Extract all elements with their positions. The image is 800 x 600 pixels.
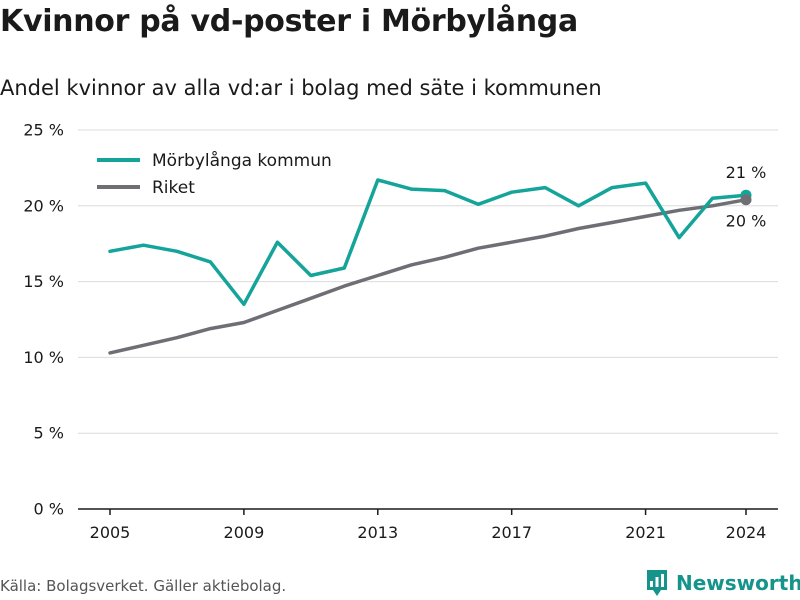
end-marker-national [740, 194, 752, 206]
newsworthy-logo: Newsworthy [645, 568, 800, 598]
legend-label-national: Riket [152, 178, 195, 198]
chart-subtitle: Andel kvinnor av alla vd:ar i bolag med … [0, 76, 602, 100]
x-tick-label: 2024 [726, 523, 767, 542]
y-tick-label: 10 % [23, 348, 64, 367]
y-tick-label: 0 % [34, 500, 64, 519]
y-tick-label: 5 % [34, 424, 64, 443]
x-tick-label: 2005 [90, 523, 131, 542]
x-tick-label: 2009 [224, 523, 265, 542]
series-line-national [108, 197, 748, 355]
x-tick-label: 2017 [491, 523, 532, 542]
legend-label-local: Mörbylånga kommun [152, 150, 332, 171]
chart-title: Kvinnor på vd-poster i Mörbylånga [0, 4, 578, 39]
end-label-national: 20 % [726, 212, 767, 231]
x-tick-label: 2021 [625, 523, 666, 542]
y-tick-label: 25 % [23, 121, 64, 140]
y-tick-label: 15 % [23, 272, 64, 291]
newsworthy-logo-icon [647, 570, 667, 596]
y-tick-label: 20 % [23, 196, 64, 215]
end-label-local: 21 % [726, 163, 767, 182]
series-line-local [108, 178, 748, 307]
source-note: Källa: Bolagsverket. Gäller aktiebolag. [0, 577, 287, 595]
brand-name: Newsworthy [676, 571, 800, 595]
x-tick-label: 2013 [357, 523, 398, 542]
